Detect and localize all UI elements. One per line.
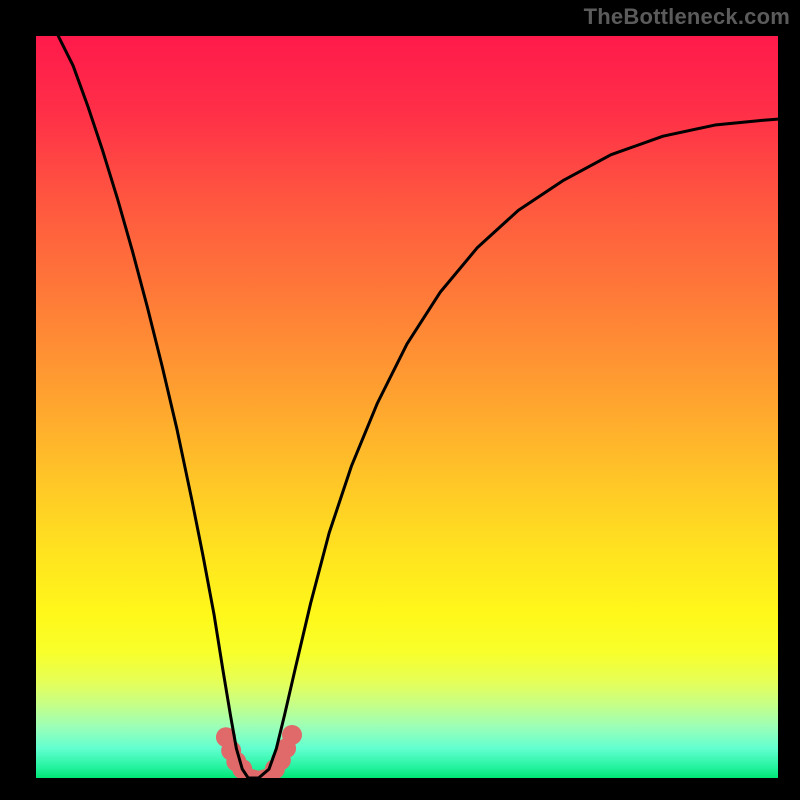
bottleneck-curve-chart xyxy=(36,36,778,778)
curve-marker xyxy=(282,725,302,745)
plot-area xyxy=(36,36,778,778)
chart-stage: TheBottleneck.com xyxy=(0,0,800,800)
gradient-background xyxy=(36,36,778,778)
watermark-text: TheBottleneck.com xyxy=(584,4,790,30)
